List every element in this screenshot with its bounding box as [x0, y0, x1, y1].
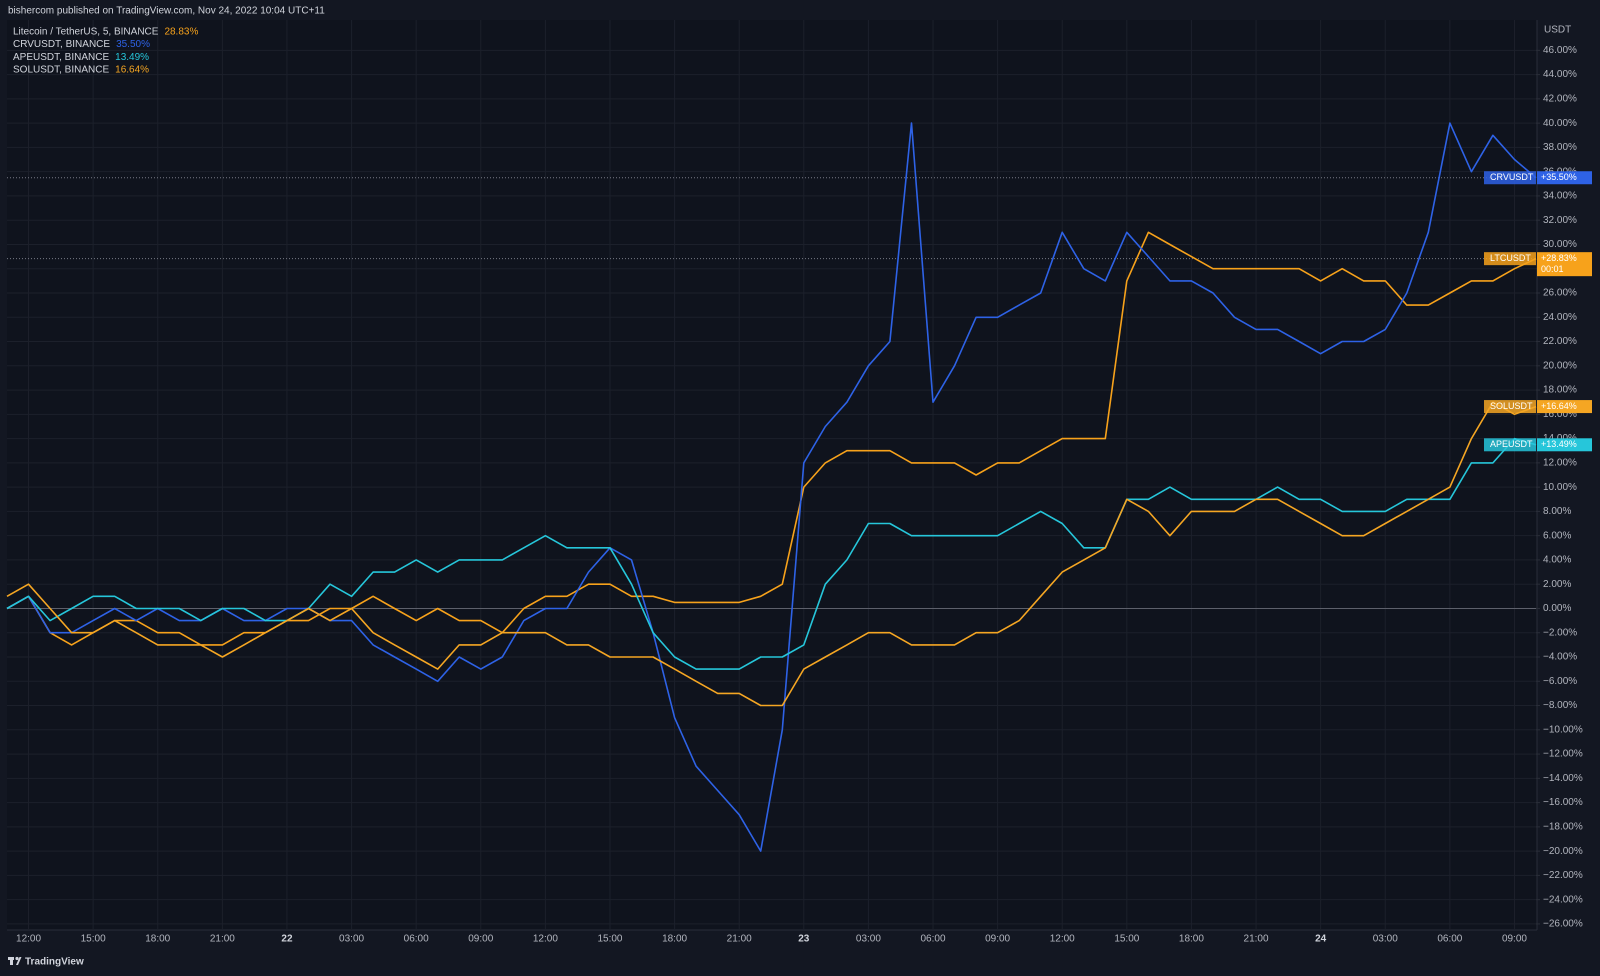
y-tick-label: 26.00%	[1543, 288, 1577, 299]
x-tick-label: 15:00	[1114, 934, 1139, 945]
tag-symbol: SOLUSDT	[1490, 401, 1533, 411]
y-tick-label: 4.00%	[1543, 555, 1571, 566]
tag-symbol: CRVUSDT	[1490, 172, 1534, 182]
x-tick-label: 03:00	[1373, 934, 1398, 945]
legend-value: 13.49%	[115, 52, 149, 63]
tag-symbol-box	[1484, 400, 1536, 414]
y-tick-label: −18.00%	[1543, 822, 1583, 833]
x-tick-label: 18:00	[1179, 934, 1204, 945]
x-tick-label: 21:00	[210, 934, 235, 945]
y-tick-label: 8.00%	[1543, 506, 1571, 517]
y-tick-label: 34.00%	[1543, 191, 1577, 202]
y-tick-label: −16.00%	[1543, 797, 1583, 808]
x-tick-label: 18:00	[662, 934, 687, 945]
series-line	[6, 231, 1537, 646]
x-tick-label: 09:00	[468, 934, 493, 945]
x-tick-label: 15:00	[81, 934, 106, 945]
tag-symbol: APEUSDT	[1490, 439, 1533, 449]
y-tick-label: −8.00%	[1543, 700, 1577, 711]
y-tick-label: 20.00%	[1543, 360, 1577, 371]
y-tick-label: 16.00%	[1543, 409, 1577, 420]
tag-symbol-box	[1484, 171, 1536, 185]
grid	[7, 20, 1536, 930]
y-tick-label: −26.00%	[1543, 919, 1583, 930]
y-tick-label: 10.00%	[1543, 482, 1577, 493]
legend-name: Litecoin / TetherUS, 5, BINANCE	[13, 27, 159, 38]
y-tick-label: −6.00%	[1543, 676, 1577, 687]
footer-brand: TradingView	[25, 957, 84, 968]
legend-value: 35.50%	[116, 39, 150, 50]
series-line	[6, 437, 1537, 670]
logo	[8, 956, 22, 965]
y-tick-label: 30.00%	[1543, 239, 1577, 250]
x-tick-label: 23	[798, 934, 810, 945]
y-tick-label: −12.00%	[1543, 749, 1583, 760]
y-tick-label: −4.00%	[1543, 652, 1577, 663]
tag-symbol: LTCUSDT	[1490, 253, 1531, 263]
tag-value: +13.49%	[1541, 439, 1577, 449]
tag-symbol-box	[1484, 252, 1536, 266]
legend-name: CRVUSDT, BINANCE	[13, 39, 110, 50]
header: bishercom published on TradingView.com, …	[8, 6, 325, 17]
y-tick-label: −20.00%	[1543, 846, 1583, 857]
y-tick-label: −14.00%	[1543, 773, 1583, 784]
x-tick-label: 22	[281, 934, 293, 945]
y-tick-label: 24.00%	[1543, 312, 1577, 323]
y-tick-label: 12.00%	[1543, 458, 1577, 469]
x-tick-label: 12:00	[1050, 934, 1075, 945]
y-tick-label: 18.00%	[1543, 385, 1577, 396]
x-tick-label: 21:00	[727, 934, 752, 945]
y-tick-label: 6.00%	[1543, 530, 1571, 541]
y-tick-label: 44.00%	[1543, 69, 1577, 80]
y-tick-label: 32.00%	[1543, 215, 1577, 226]
series-line	[6, 122, 1537, 852]
y-tick-label: 40.00%	[1543, 118, 1577, 129]
legend-name: APEUSDT, BINANCE	[13, 52, 109, 63]
tag-value: +28.83%	[1541, 253, 1577, 263]
legend-value: 16.64%	[115, 64, 149, 75]
x-tick-label: 03:00	[339, 934, 364, 945]
tag-value-box	[1537, 171, 1592, 185]
x-tick-label: 06:00	[404, 934, 429, 945]
y-tick-label: −2.00%	[1543, 627, 1577, 638]
legend-value: 28.83%	[164, 27, 198, 38]
x-tick-label: 03:00	[856, 934, 881, 945]
y-tick-label: 2.00%	[1543, 579, 1571, 590]
y-tick-label: 22.00%	[1543, 336, 1577, 347]
y-tick-label: 42.00%	[1543, 94, 1577, 105]
y-tick-label: 46.00%	[1543, 45, 1577, 56]
legend-name: SOLUSDT, BINANCE	[13, 64, 109, 75]
x-tick-label: 12:00	[533, 934, 558, 945]
x-tick-label: 09:00	[985, 934, 1010, 945]
x-tick-label: 12:00	[16, 934, 41, 945]
series-lines	[6, 122, 1537, 852]
x-tick-label: 15:00	[597, 934, 622, 945]
tag-value: +16.64%	[1541, 401, 1577, 411]
tag-countdown: 00:01	[1541, 264, 1564, 274]
y-tick-label: −22.00%	[1543, 870, 1583, 881]
tag-value-box	[1537, 400, 1592, 414]
y-tick-label: 0.00%	[1543, 603, 1571, 614]
tag-value-box	[1537, 438, 1592, 452]
x-tick-label: 06:00	[920, 934, 945, 945]
series-line	[6, 401, 1537, 707]
tag-value: +35.50%	[1541, 172, 1577, 182]
legend: Litecoin / TetherUS, 5, BINANCE 28.83% CRV…	[13, 27, 198, 76]
x-tick-label: 21:00	[1244, 934, 1269, 945]
plot-area	[7, 20, 1537, 930]
x-tick-label: 18:00	[145, 934, 170, 945]
y-axis-label: USDT	[1544, 25, 1571, 36]
y-tick-label: −10.00%	[1543, 724, 1583, 735]
x-tick-label: 09:00	[1502, 934, 1527, 945]
x-tick-label: 06:00	[1437, 934, 1462, 945]
x-tick-label: 24	[1315, 934, 1327, 945]
tag-value-box	[1537, 252, 1592, 277]
price-tags: LTCUSDT +28.83%00:01 CRVUSDT +35.50% APEUSDT…	[1484, 171, 1592, 452]
y-tick-label: 38.00%	[1543, 142, 1577, 153]
tag-symbol-box	[1484, 438, 1536, 452]
y-tick-label: −24.00%	[1543, 894, 1583, 905]
